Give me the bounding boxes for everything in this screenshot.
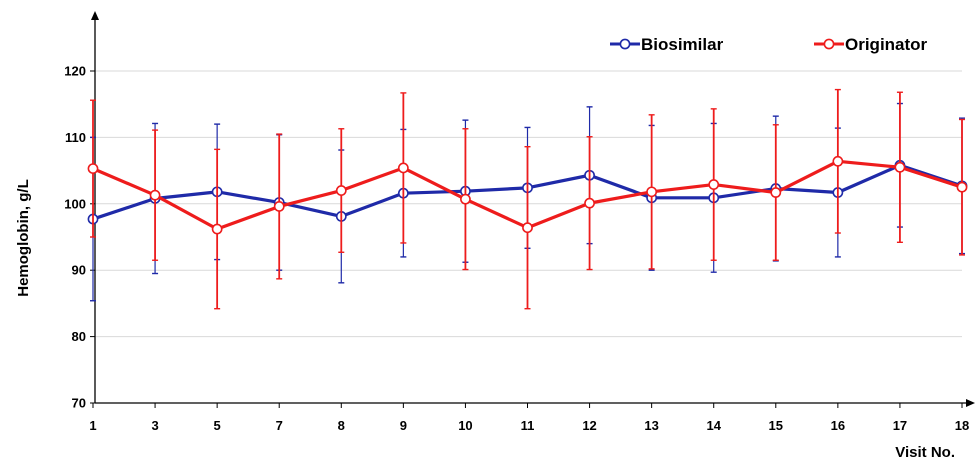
gridlines	[95, 70, 962, 338]
y-tick-label: 70	[72, 396, 86, 411]
x-tick-label: 14	[706, 418, 721, 433]
x-tick-label: 18	[955, 418, 969, 433]
x-tick-label: 9	[400, 418, 407, 433]
y-axis-title: Hemoglobin, g/L	[15, 179, 32, 297]
legend-label: Biosimilar	[641, 35, 724, 54]
data-point	[646, 186, 658, 198]
x-tick-label: 13	[644, 418, 658, 433]
series-layer	[87, 88, 968, 310]
y-tick-label: 100	[64, 196, 86, 211]
x-axis-ticks: 1 3 5 7 8 9 10 11 12 13 14 15 16 17 18	[89, 403, 969, 433]
x-tick-label: 12	[582, 418, 596, 433]
x-tick-label: 8	[338, 418, 345, 433]
y-tick-label: 110	[65, 130, 86, 145]
data-point	[522, 222, 533, 234]
y-tick-label: 90	[72, 263, 86, 278]
x-tick-label: 11	[521, 418, 535, 433]
x-axis-title: Visit No.	[895, 444, 955, 461]
data-point	[335, 185, 347, 196]
y-axis-ticks: 70 80 90 100 110 120	[64, 64, 95, 411]
x-tick-label: 15	[769, 418, 783, 433]
data-point	[832, 155, 844, 167]
y-tick-label: 80	[72, 329, 86, 344]
series-originator	[87, 88, 968, 310]
x-tick-label: 5	[214, 418, 221, 433]
data-point	[397, 162, 409, 174]
data-point	[770, 187, 782, 198]
legend-swatch-marker	[823, 38, 835, 50]
x-tick-label: 3	[151, 418, 158, 433]
x-axis-arrow	[966, 399, 975, 407]
data-point	[211, 223, 223, 235]
data-point	[584, 197, 595, 209]
data-point	[87, 163, 99, 175]
data-point	[149, 189, 161, 201]
data-point	[956, 181, 968, 193]
y-tick-label: 120	[64, 64, 86, 79]
x-tick-label: 10	[458, 418, 472, 433]
x-tick-label: 17	[893, 418, 907, 433]
legend-label: Originator	[845, 35, 928, 54]
data-point	[460, 193, 471, 205]
x-tick-label: 7	[276, 418, 283, 433]
x-tick-label: 16	[831, 418, 845, 433]
legend-swatch-marker	[619, 38, 631, 50]
legend: Biosimilar Originator	[610, 35, 928, 54]
y-axis-arrow	[91, 11, 99, 20]
data-point	[273, 201, 285, 212]
data-point	[894, 161, 906, 173]
axes	[91, 11, 975, 407]
data-point	[708, 179, 720, 190]
x-tick-label: 1	[89, 418, 96, 433]
